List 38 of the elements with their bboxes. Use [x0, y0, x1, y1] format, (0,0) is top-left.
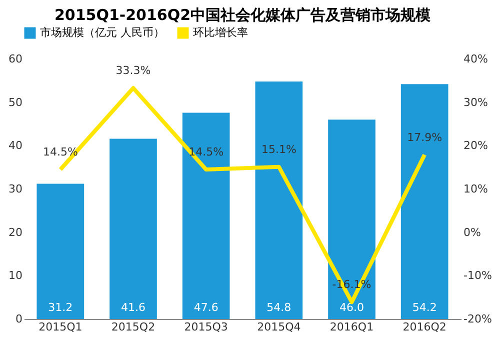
y-tick-label: 0: [16, 312, 22, 326]
y-tick-label: 50: [8, 96, 22, 109]
data-label: 46.0: [340, 301, 364, 314]
y2-tick-label: 20%: [464, 139, 488, 152]
y-tick-label: 40: [8, 139, 22, 152]
y2-tick-label: -10%: [464, 269, 492, 282]
data-label: 15.1%: [261, 142, 296, 156]
data-label: 54.8: [266, 301, 292, 314]
legend-label: 环比增长率: [193, 26, 248, 39]
legend-label: 市场规模（亿元 人民币）: [40, 26, 164, 39]
bar: [328, 120, 376, 319]
y2-tick-label: 30%: [464, 96, 488, 109]
bar: [36, 184, 84, 319]
y-tick-label: 60: [8, 52, 22, 66]
chart-title: 2015Q1-2016Q2中国社会化媒体广告及营销市场规模: [54, 6, 432, 24]
data-label: 47.6: [194, 301, 218, 314]
y-tick-label: 20: [8, 226, 22, 239]
x-tick-label: 2015Q4: [257, 320, 301, 334]
bar: [110, 138, 157, 319]
bar: [255, 82, 303, 319]
y2-tick-label: 0%: [464, 226, 481, 239]
data-label: 41.6: [121, 301, 146, 314]
y2-tick-label: 10%: [464, 182, 488, 196]
x-tick-label: 2016Q1: [330, 320, 374, 334]
bar: [400, 84, 448, 319]
x-tick-label: 2015Q1: [38, 320, 82, 334]
data-label: 54.2: [412, 301, 437, 314]
data-label: 31.2: [48, 301, 73, 314]
y-tick-label: 30: [8, 182, 22, 196]
y-tick-label: 10: [8, 269, 22, 282]
x-tick-label: 2016Q2: [402, 320, 446, 334]
data-label: 17.9%: [407, 130, 442, 144]
bar: [182, 112, 230, 319]
data-label: 33.3%: [116, 64, 151, 78]
x-tick-label: 2015Q3: [184, 320, 228, 334]
y2-tick-label: -20%: [464, 312, 492, 326]
y2-tick-label: 40%: [464, 52, 488, 66]
x-tick-label: 2015Q2: [111, 320, 156, 334]
